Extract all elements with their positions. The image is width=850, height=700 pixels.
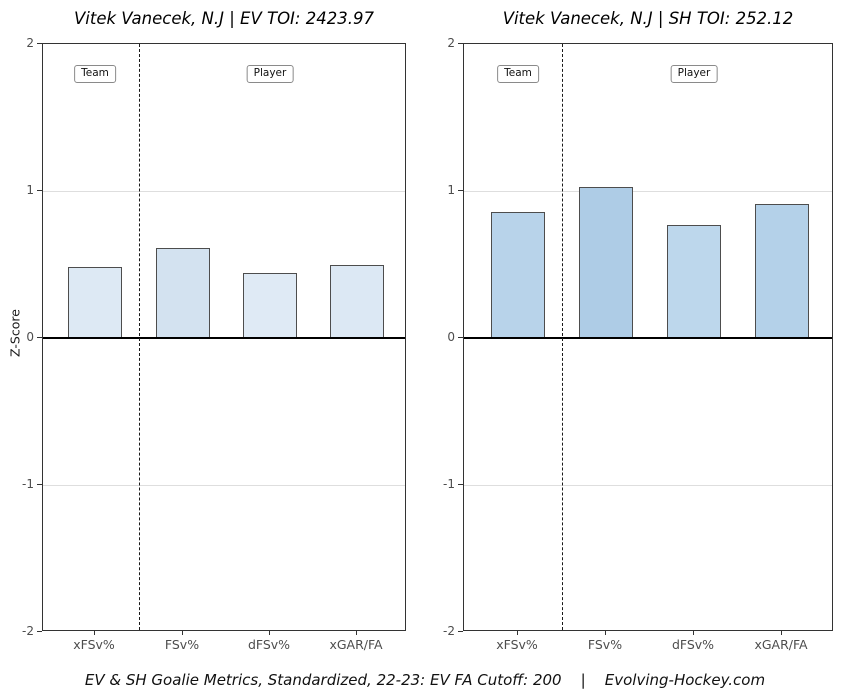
- y-tick-label: -1: [443, 477, 455, 491]
- x-tick-mark: [181, 631, 183, 635]
- y-tick-label: -1: [22, 477, 34, 491]
- bar-FSv%: [156, 248, 210, 338]
- y-tick-mark: [458, 42, 463, 44]
- bar-dFSv%: [667, 224, 721, 338]
- y-tick-mark: [458, 630, 463, 632]
- zero-line: [464, 337, 832, 339]
- x-tick-label: FSv%: [164, 637, 200, 652]
- y-tick-label: 2: [26, 36, 34, 50]
- x-tick-label: xFSv%: [496, 637, 538, 652]
- annotation-player: Player: [246, 65, 294, 83]
- x-tick-label: dFSv%: [247, 637, 291, 652]
- y-tick-label: 1: [447, 183, 455, 197]
- zero-line: [43, 337, 405, 339]
- x-tick-mark: [516, 631, 518, 635]
- x-tick-mark: [780, 631, 782, 635]
- y-tick-mark: [37, 336, 42, 338]
- bar-xGAR/FA: [755, 204, 809, 338]
- y-tick-label: 0: [26, 330, 34, 344]
- y-axis-title: Z-Score: [7, 309, 23, 357]
- gridline: [464, 485, 832, 486]
- bar-xFSv%: [491, 211, 545, 338]
- y-tick-label: -2: [22, 624, 34, 638]
- y-tick-label: 1: [26, 183, 34, 197]
- gridline: [464, 191, 832, 192]
- team-player-divider: [562, 44, 563, 630]
- figure-caption: EV & SH Goalie Metrics, Standardized, 22…: [84, 671, 766, 689]
- y-tick-label: 2: [447, 36, 455, 50]
- x-tick-label: xFSv%: [73, 637, 115, 652]
- y-tick-mark: [458, 189, 463, 191]
- chart-ev: Vitek Vanecek, N.J | EV TOI: 2423.97 Tea…: [22, 9, 406, 652]
- gridline: [43, 191, 405, 192]
- y-tick-mark: [458, 483, 463, 485]
- x-tick-label: FSv%: [587, 637, 623, 652]
- annotation-team: Team: [74, 65, 116, 83]
- x-tick-mark: [604, 631, 606, 635]
- x-tick-label: dFSv%: [671, 637, 715, 652]
- plot-panel-sh: Team Player: [463, 43, 833, 631]
- bar-FSv%: [579, 186, 633, 338]
- chart-sh: Vitek Vanecek, N.J | SH TOI: 252.12 Team…: [443, 9, 833, 652]
- x-tick-label: xGAR/FA: [754, 637, 808, 652]
- x-tick-label: xGAR/FA: [329, 637, 383, 652]
- bar-xFSv%: [68, 267, 122, 338]
- chart-title-ev: Vitek Vanecek, N.J | EV TOI: 2423.97: [74, 9, 374, 28]
- y-tick-mark: [37, 630, 42, 632]
- y-tick-label: -2: [443, 624, 455, 638]
- x-tick-mark: [93, 631, 95, 635]
- team-player-divider: [139, 44, 140, 630]
- chart-title-sh: Vitek Vanecek, N.J | SH TOI: 252.12: [502, 9, 794, 28]
- y-tick-mark: [37, 483, 42, 485]
- y-tick-mark: [37, 42, 42, 44]
- gridline: [43, 485, 405, 486]
- y-tick-mark: [458, 336, 463, 338]
- y-tick-label: 0: [447, 330, 455, 344]
- plot-panel-ev: Team Player: [42, 43, 406, 631]
- x-tick-mark: [355, 631, 357, 635]
- x-tick-mark: [692, 631, 694, 635]
- annotation-player: Player: [670, 65, 718, 83]
- x-tick-mark: [268, 631, 270, 635]
- bar-xGAR/FA: [330, 264, 384, 338]
- bar-dFSv%: [243, 273, 297, 338]
- y-tick-mark: [37, 189, 42, 191]
- annotation-team: Team: [497, 65, 539, 83]
